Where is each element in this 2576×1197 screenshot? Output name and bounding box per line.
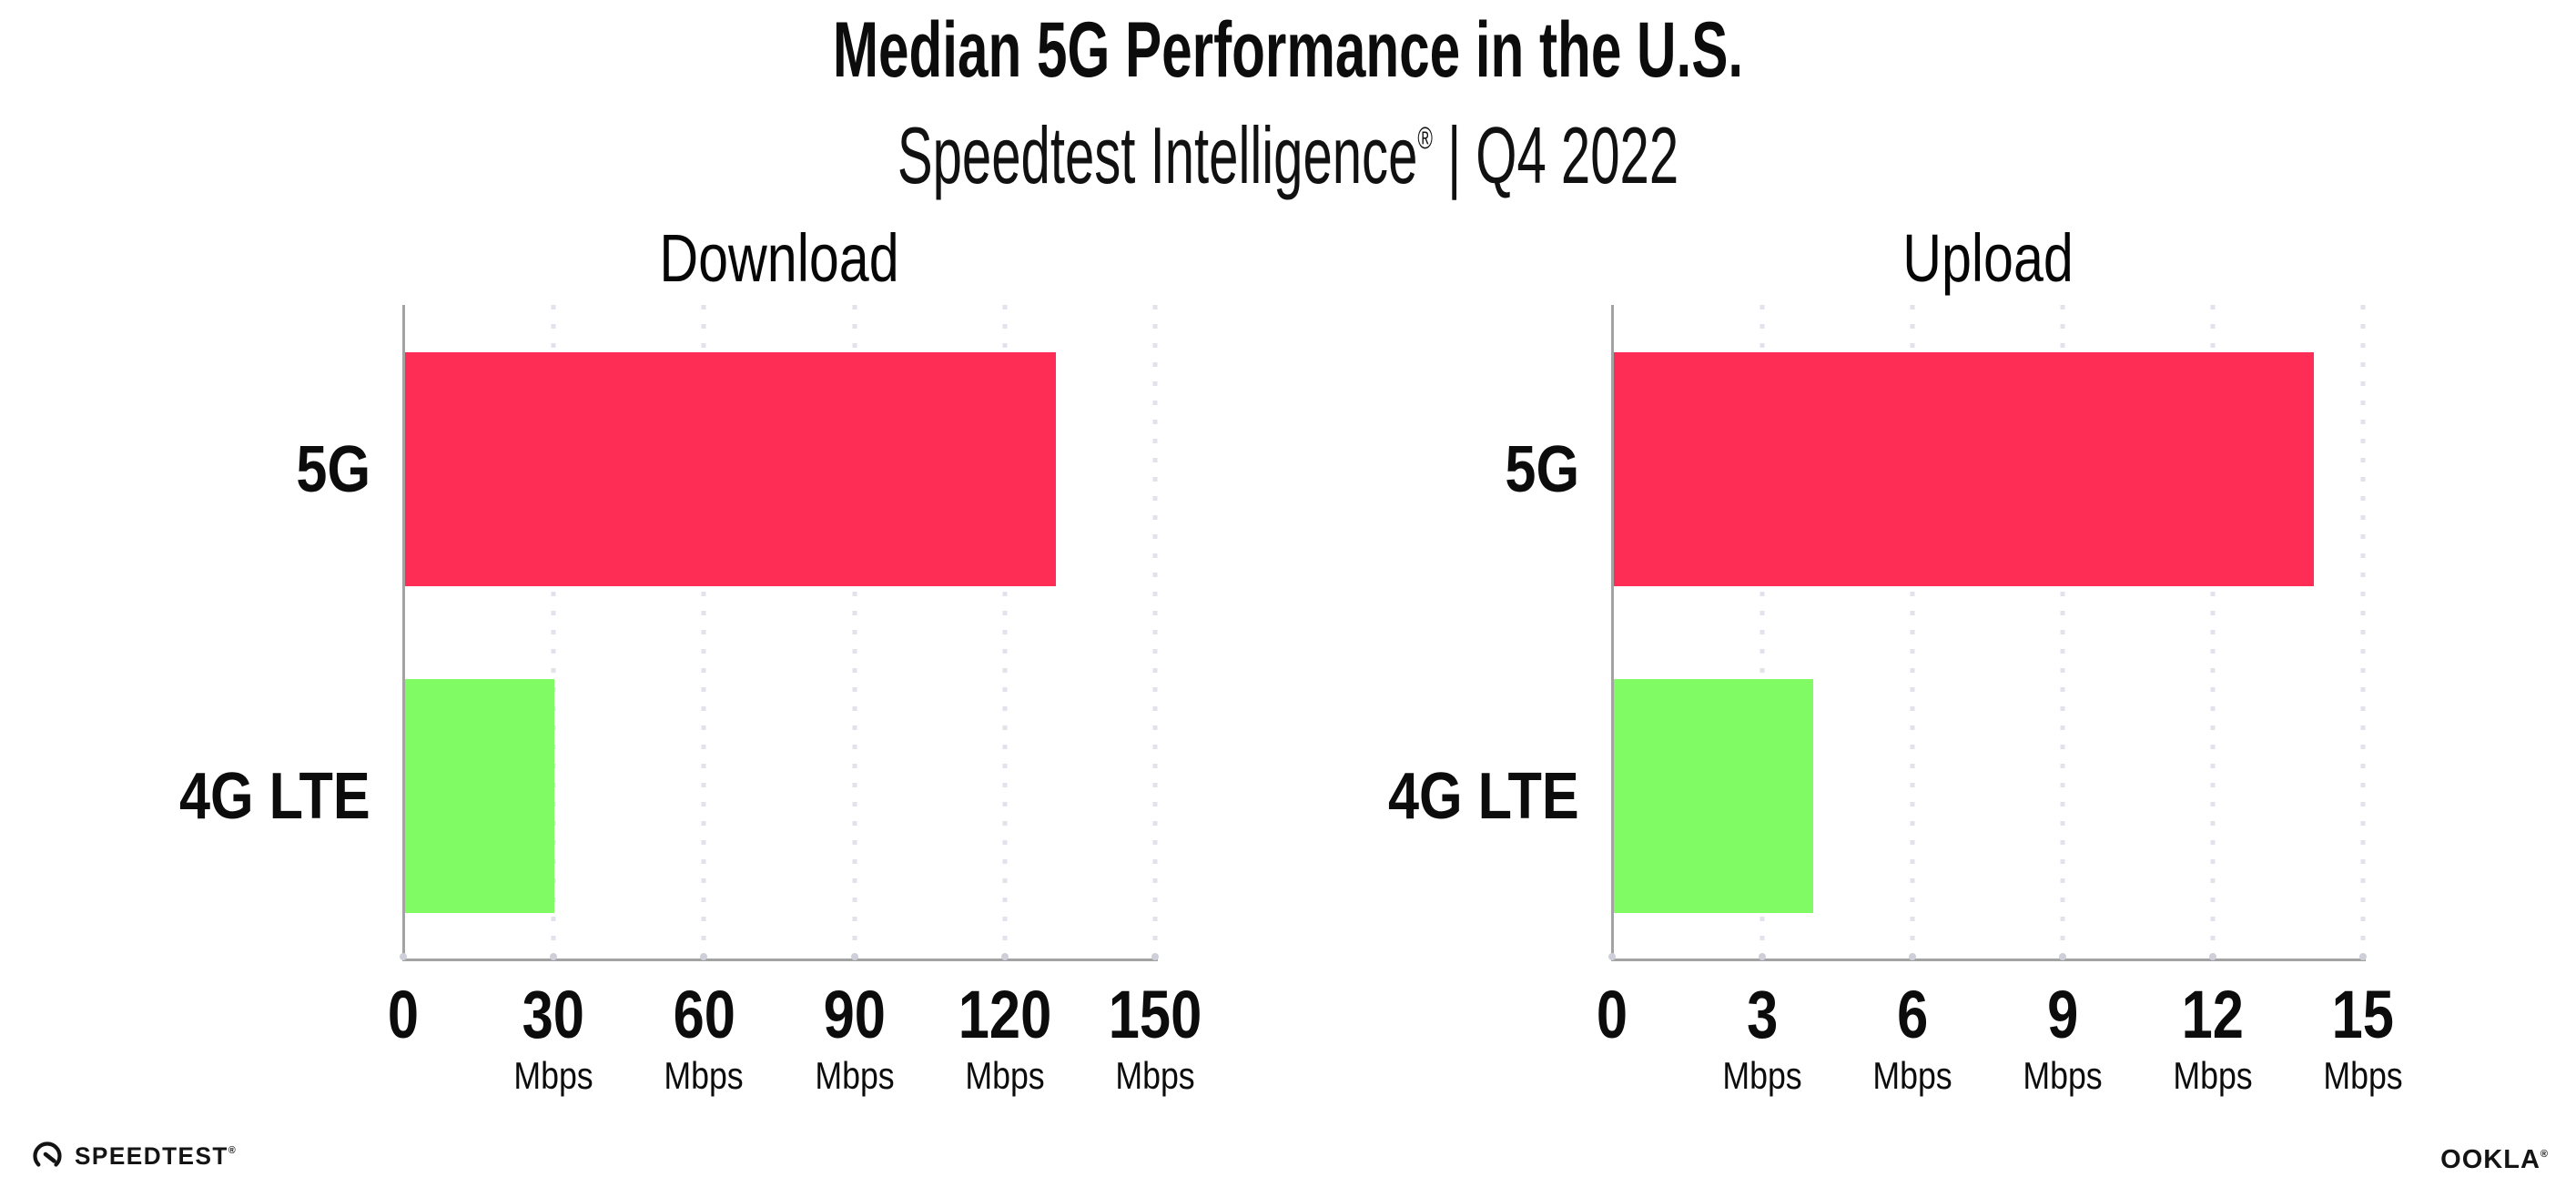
axis-tick-dot: [2209, 953, 2216, 960]
x-tick-12: 12 Mbps: [2166, 981, 2260, 1095]
x-tick-3: 3 Mbps: [1716, 981, 1810, 1095]
ookla-wordmark: OOKLA: [2440, 1145, 2541, 1174]
gridline: [1152, 305, 1158, 959]
x-tick-unit: Mbps: [664, 1054, 745, 1097]
speedtest-logo: SPEEDTEST®: [31, 1140, 240, 1172]
x-tick-value: 6: [1896, 977, 1929, 1052]
gridline: [701, 305, 706, 959]
axis-tick-dot: [550, 953, 558, 960]
x-tick-unit: Mbps: [1872, 1054, 1952, 1097]
gridline: [1002, 305, 1008, 959]
gridline: [1910, 305, 1915, 959]
speedtest-wordmark: SPEEDTEST®: [75, 1141, 236, 1170]
x-tick-unit: Mbps: [2023, 1054, 2103, 1097]
bar-4g-lte: [1613, 679, 1813, 913]
axis-tick-dot: [1608, 953, 1616, 960]
x-tick-unit: Mbps: [1115, 1054, 1195, 1097]
x-tick-unit: Mbps: [965, 1054, 1045, 1097]
upload-x-axis-line: [1611, 959, 2366, 961]
chart-title-download: Download: [659, 220, 899, 296]
x-tick-9: 9 Mbps: [2016, 981, 2110, 1095]
axis-tick-dot: [1909, 953, 1916, 960]
axis-tick-dot: [1000, 953, 1009, 960]
download-chart: Download 5G 4G LTE 0 30 Mbps 60 Mbps 90 Mbps 120…: [179, 221, 1202, 1095]
x-tick-15: 15 Mbps: [2317, 981, 2410, 1095]
registered-mark-icon: ®: [1417, 121, 1433, 156]
gridline: [2060, 305, 2065, 959]
x-tick-value: 120: [958, 977, 1052, 1052]
axis-tick-dot: [2359, 953, 2367, 960]
x-tick-value: 90: [823, 977, 886, 1052]
gridline: [2360, 305, 2366, 959]
axis-tick-dot: [400, 953, 407, 960]
x-tick-value: 150: [1108, 977, 1202, 1052]
bar-4g-lte: [404, 679, 555, 913]
x-tick-60: 60 Mbps: [657, 981, 751, 1095]
axis-tick-dot: [1151, 953, 1159, 960]
x-tick-150: 150 Mbps: [1099, 981, 1211, 1095]
subtitle-period: | Q4 2022: [1432, 110, 1679, 200]
x-tick-90: 90 Mbps: [807, 981, 901, 1095]
x-tick-value: 15: [2331, 977, 2395, 1052]
category-label-4g-lte: 4G LTE: [179, 759, 370, 833]
x-tick-unit: Mbps: [2173, 1054, 2253, 1097]
page-title: Median 5G Performance in the U.S.: [832, 6, 1744, 94]
chart-title-upload: Upload: [1902, 220, 2074, 296]
ookla-logo: OOKLA®: [2440, 1145, 2549, 1175]
x-tick-0: 0: [384, 981, 421, 1049]
x-tick-value: 0: [1596, 977, 1628, 1052]
x-tick-unit: Mbps: [1722, 1054, 1802, 1097]
axis-tick-dot: [700, 953, 708, 960]
x-tick-30: 30 Mbps: [507, 981, 601, 1095]
axis-tick-dot: [850, 953, 858, 960]
x-tick-value: 12: [2181, 977, 2245, 1052]
category-label-5g: 5G: [1505, 432, 1579, 506]
x-tick-value: 0: [387, 977, 420, 1052]
x-tick-6: 6 Mbps: [1866, 981, 1960, 1095]
speedtest-gauge-icon: [33, 1141, 62, 1171]
download-x-axis-line: [402, 959, 1158, 961]
x-tick-value: 9: [2046, 977, 2079, 1052]
download-y-axis-line: [402, 305, 405, 960]
x-tick-unit: Mbps: [814, 1054, 895, 1097]
x-tick-value: 60: [673, 977, 735, 1052]
gridline: [852, 305, 857, 959]
bar-5g: [1613, 352, 2314, 586]
category-label-4g-lte: 4G LTE: [1388, 759, 1579, 833]
bar-5g: [404, 352, 1056, 586]
x-tick-unit: Mbps: [2323, 1054, 2403, 1097]
x-tick-0: 0: [1593, 981, 1630, 1049]
axis-tick-dot: [1759, 953, 1766, 960]
x-tick-unit: Mbps: [513, 1054, 593, 1097]
upload-y-axis-line: [1611, 305, 1614, 960]
gridline: [2210, 305, 2216, 959]
x-tick-value: 3: [1746, 977, 1779, 1052]
subtitle-brand: Speedtest Intelligence: [897, 110, 1418, 200]
ookla-registered-mark: ®: [2540, 1149, 2549, 1160]
x-tick-value: 30: [522, 977, 585, 1052]
page-subtitle: Speedtest Intelligence® | Q4 2022: [898, 95, 1678, 199]
upload-chart: Upload 5G 4G LTE 0 3 Mbps 6 Mbps 9 Mbps 12 Mbps 15…: [1388, 221, 2402, 1095]
category-label-5g: 5G: [296, 432, 370, 506]
x-tick-120: 120 Mbps: [948, 981, 1060, 1095]
axis-tick-dot: [2059, 953, 2066, 960]
gridline: [1760, 305, 1765, 959]
gridline: [551, 305, 556, 959]
speedtest-registered-mark: ®: [228, 1144, 236, 1156]
